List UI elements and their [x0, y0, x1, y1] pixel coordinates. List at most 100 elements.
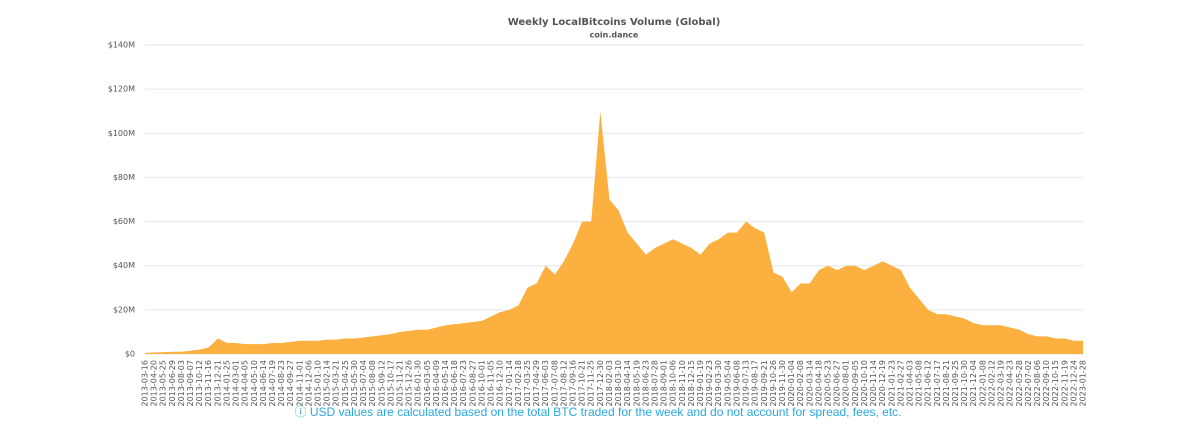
x-tick-label: 2020-04-18 — [814, 360, 823, 407]
x-tick-label: 2016-05-14 — [441, 360, 450, 407]
y-tick-label: $0 — [125, 350, 135, 359]
x-tick-label: 2020-11-14 — [869, 360, 878, 407]
x-tick-label: 2016-08-27 — [468, 360, 477, 407]
y-tick-label: $60M — [113, 217, 135, 226]
x-tick-label: 2021-09-25 — [951, 360, 960, 407]
x-tick-label: 2014-03-01 — [232, 360, 241, 407]
x-tick-label: 2014-06-14 — [259, 360, 268, 407]
x-tick-label: 2015-02-14 — [323, 360, 332, 407]
x-tick-label: 2014-01-25 — [222, 360, 231, 407]
x-tick-label: 2014-04-05 — [241, 360, 250, 407]
x-tick-label: 2016-07-23 — [459, 360, 468, 407]
x-tick-label: 2014-08-23 — [277, 360, 286, 407]
x-tick-label: 2014-09-27 — [286, 360, 295, 407]
area — [145, 111, 1083, 354]
x-tick-label: 2020-02-08 — [796, 360, 805, 407]
x-tick-label: 2013-06-29 — [168, 360, 177, 407]
x-tick-label: 2019-07-13 — [742, 360, 751, 407]
x-tick-label: 2016-03-05 — [423, 360, 432, 407]
x-tick-label: 2015-04-25 — [341, 360, 350, 407]
x-tick-label: 2015-08-08 — [368, 360, 377, 407]
x-tick-label: 2017-11-25 — [587, 360, 596, 407]
x-tick-label: 2022-04-23 — [1006, 360, 1015, 407]
x-tick-label: 2014-07-19 — [268, 360, 277, 407]
x-tick-label: 2018-10-06 — [669, 360, 678, 407]
x-tick-label: 2018-12-15 — [687, 360, 696, 407]
x-tick-label: 2015-03-21 — [332, 360, 341, 407]
x-tick-label: 2019-01-19 — [696, 360, 705, 407]
x-tick-label: 2020-01-04 — [787, 360, 796, 407]
x-tick-label: 2013-03-16 — [141, 360, 150, 407]
x-tick-label: 2020-08-01 — [842, 360, 851, 407]
x-tick-label: 2017-09-16 — [569, 360, 578, 407]
x-tick-label: 2019-05-04 — [723, 360, 732, 407]
x-tick-label: 2015-07-04 — [359, 360, 368, 407]
x-tick-label: 2020-03-14 — [805, 360, 814, 407]
x-tick-label: 2017-01-14 — [505, 360, 514, 407]
x-tick-label: 2013-05-25 — [159, 360, 168, 407]
x-tick-label: 2021-05-08 — [915, 360, 924, 407]
x-tick-label: 2021-12-04 — [969, 360, 978, 407]
x-tick-label: 2015-09-12 — [377, 360, 386, 407]
x-tick-label: 2018-09-01 — [660, 360, 669, 407]
x-tick-label: 2023-01-28 — [1079, 360, 1088, 407]
x-tick-label: 2021-07-17 — [933, 360, 942, 407]
x-tick-label: 2020-05-23 — [824, 360, 833, 407]
x-tick-label: 2022-07-02 — [1024, 360, 1033, 407]
x-tick-label: 2018-04-14 — [623, 360, 632, 407]
x-tick-label: 2019-03-30 — [714, 360, 723, 407]
x-tick-label: 2020-06-27 — [833, 360, 842, 407]
x-tick-label: 2017-06-03 — [541, 360, 550, 407]
x-tick-label: 2022-01-08 — [978, 360, 987, 407]
x-tick-label: 2021-02-27 — [896, 360, 905, 407]
x-tick-label: 2016-01-30 — [414, 360, 423, 407]
x-tick-label: 2018-02-03 — [605, 360, 614, 407]
x-tick-label: 2019-09-21 — [760, 360, 769, 407]
x-tick-label: 2017-10-21 — [578, 360, 587, 407]
x-tick-label: 2013-08-03 — [177, 360, 186, 407]
y-tick-label: $40M — [113, 261, 135, 270]
x-tick-label: 2021-04-03 — [905, 360, 914, 407]
x-tick-label: 2013-10-12 — [195, 360, 204, 407]
y-tick-label: $20M — [113, 305, 135, 314]
x-tick-label: 2013-04-20 — [150, 360, 159, 407]
x-tick-label: 2017-02-18 — [514, 360, 523, 407]
x-tick-label: 2020-10-10 — [860, 360, 869, 407]
x-tick-label: 2020-12-19 — [878, 360, 887, 407]
x-tick-label: 2017-03-25 — [523, 360, 532, 407]
x-tick-label: 2015-01-10 — [314, 360, 323, 407]
x-tick-label: 2016-11-05 — [487, 360, 496, 407]
x-tick-label: 2022-10-15 — [1051, 360, 1060, 407]
x-tick-label: 2022-05-28 — [1015, 360, 1024, 407]
x-tick-label: 2014-12-06 — [304, 360, 313, 407]
x-tick-label: 2016-06-18 — [450, 360, 459, 407]
x-tick-label: 2019-08-17 — [751, 360, 760, 407]
x-tick-label: 2022-03-19 — [997, 360, 1006, 407]
x-tick-label: 2017-04-29 — [532, 360, 541, 407]
x-tick-label: 2021-06-12 — [924, 360, 933, 407]
y-tick-label: $80M — [113, 173, 135, 182]
x-tick-label: 2020-09-05 — [851, 360, 860, 407]
y-tick-label: $100M — [108, 129, 135, 138]
footnote: ⓘ USD values are calculated based on the… — [294, 405, 901, 419]
chart-title: Weekly LocalBitcoins Volume (Global) — [508, 17, 721, 28]
x-tick-label: 2018-11-10 — [678, 360, 687, 407]
x-tick-label: 2015-05-30 — [350, 360, 359, 407]
x-tick-label: 2022-09-10 — [1042, 360, 1051, 407]
x-tick-label: 2015-10-17 — [386, 360, 395, 407]
x-tick-label: 2018-05-19 — [632, 360, 641, 407]
x-tick-label: 2015-11-21 — [395, 360, 404, 407]
x-tick-label: 2013-09-07 — [186, 360, 195, 407]
chart-subtitle: coin.dance — [590, 31, 639, 40]
x-tick-label: 2017-07-08 — [550, 360, 559, 407]
x-tick-label: 2018-03-10 — [614, 360, 623, 407]
x-tick-label: 2019-06-08 — [732, 360, 741, 407]
x-tick-label: 2022-11-19 — [1060, 360, 1069, 407]
x-tick-label: 2017-12-30 — [596, 360, 605, 407]
x-tick-label: 2019-11-30 — [778, 360, 787, 407]
x-tick-label: 2013-11-16 — [204, 360, 213, 407]
x-tick-label: 2019-10-26 — [769, 360, 778, 407]
x-tick-label: 2021-08-21 — [942, 360, 951, 407]
